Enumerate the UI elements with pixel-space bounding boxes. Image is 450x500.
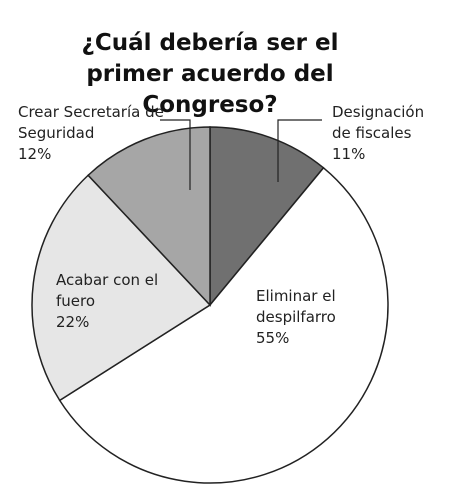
slice-label: Eliminar el despilfarro 55% bbox=[256, 286, 376, 349]
value-label: 11% bbox=[332, 145, 366, 163]
value-label: 22% bbox=[56, 313, 90, 331]
chart-title: ¿Cuál debería ser el primer acuerdo del … bbox=[81, 30, 339, 118]
slice-label: Acabar con el fuero 22% bbox=[56, 270, 166, 333]
pie-slice bbox=[58, 166, 389, 484]
leader-line bbox=[160, 119, 191, 190]
category-label: Crear Secretaría de Seguridad bbox=[18, 103, 164, 142]
pie-slice bbox=[87, 126, 211, 307]
slice-label: Crear Secretaría de Seguridad 12% bbox=[18, 102, 168, 165]
value-label: 55% bbox=[256, 329, 290, 347]
pie-slice bbox=[209, 126, 325, 308]
category-label: Eliminar el despilfarro bbox=[256, 287, 336, 326]
value-label: 12% bbox=[18, 145, 52, 163]
pie-slice bbox=[31, 174, 212, 402]
category-label: Designación de fiscales bbox=[332, 103, 425, 142]
category-label: Acabar con el fuero bbox=[56, 271, 159, 310]
leader-line bbox=[277, 119, 322, 182]
slice-label: Designación de fiscales 11% bbox=[332, 102, 442, 165]
